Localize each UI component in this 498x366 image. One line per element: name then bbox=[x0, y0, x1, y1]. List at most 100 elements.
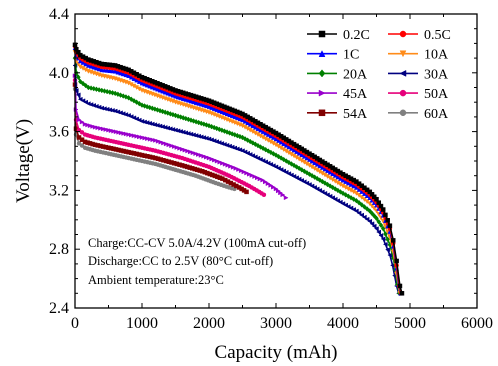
data-point bbox=[367, 201, 373, 207]
data-point bbox=[165, 90, 171, 96]
data-point bbox=[100, 126, 106, 132]
data-point bbox=[238, 168, 244, 174]
data-point bbox=[394, 258, 399, 264]
data-point bbox=[79, 119, 85, 125]
data-point bbox=[126, 94, 131, 101]
axis-ticks bbox=[74, 13, 478, 309]
data-point bbox=[115, 69, 121, 75]
data-point bbox=[204, 103, 209, 109]
data-point bbox=[118, 70, 123, 76]
data-point bbox=[258, 144, 263, 150]
series-54A bbox=[72, 82, 249, 195]
data-point bbox=[209, 105, 214, 110]
data-point bbox=[153, 138, 158, 143]
legend-marker bbox=[318, 30, 326, 38]
data-point bbox=[257, 176, 263, 182]
data-point bbox=[113, 129, 119, 135]
data-point bbox=[378, 233, 384, 238]
data-point bbox=[90, 124, 96, 129]
data-point bbox=[254, 175, 260, 181]
data-point bbox=[173, 112, 178, 119]
data-point bbox=[152, 85, 158, 91]
data-point bbox=[88, 85, 94, 91]
data-point bbox=[369, 221, 375, 227]
legend-marker bbox=[318, 109, 326, 117]
legend-entry: 1C bbox=[307, 48, 359, 63]
data-point bbox=[260, 177, 266, 183]
legend-entry: 10A bbox=[388, 48, 449, 63]
data-point bbox=[382, 241, 388, 247]
data-point bbox=[183, 96, 189, 102]
legend-marker bbox=[318, 89, 326, 97]
data-point bbox=[102, 67, 107, 73]
data-point bbox=[201, 121, 207, 127]
data-point bbox=[244, 170, 250, 176]
data-point bbox=[237, 116, 243, 122]
data-point bbox=[204, 154, 209, 160]
data-point bbox=[359, 202, 365, 208]
data-point bbox=[187, 149, 193, 155]
data-point bbox=[185, 97, 191, 103]
data-point bbox=[385, 218, 390, 223]
data-point bbox=[198, 153, 204, 158]
data-point bbox=[167, 91, 173, 97]
data-point bbox=[376, 229, 381, 235]
data-point bbox=[82, 121, 88, 127]
data-point bbox=[104, 88, 110, 95]
data-point bbox=[155, 86, 160, 92]
data-point bbox=[193, 151, 199, 157]
data-point bbox=[246, 171, 252, 177]
data-point bbox=[332, 186, 338, 192]
legend-marker bbox=[399, 30, 407, 38]
data-point bbox=[241, 169, 247, 175]
data-point bbox=[228, 163, 233, 169]
data-point bbox=[92, 124, 98, 130]
data-point bbox=[380, 225, 386, 232]
data-point bbox=[152, 106, 158, 112]
data-point bbox=[244, 189, 249, 195]
data-point bbox=[364, 216, 370, 222]
data-point bbox=[131, 133, 137, 139]
data-point bbox=[111, 128, 117, 134]
data-point bbox=[265, 181, 271, 187]
x-tick-label: 2000 bbox=[193, 315, 225, 332]
data-point bbox=[399, 291, 405, 296]
legend-entry: 0.5C bbox=[388, 28, 451, 43]
legend-label: 0.2C bbox=[343, 28, 370, 43]
data-point bbox=[169, 143, 175, 149]
data-point bbox=[219, 127, 225, 134]
data-point bbox=[112, 90, 118, 97]
data-point bbox=[374, 215, 379, 222]
data-point bbox=[193, 118, 199, 125]
data-point bbox=[157, 87, 163, 93]
data-point bbox=[149, 84, 155, 90]
data-point bbox=[104, 67, 110, 73]
data-point bbox=[343, 192, 349, 198]
data-point bbox=[340, 201, 346, 207]
data-point bbox=[380, 207, 386, 212]
data-point bbox=[236, 167, 242, 172]
data-point bbox=[155, 138, 161, 144]
data-point bbox=[116, 129, 122, 135]
legend-label: 1C bbox=[343, 48, 359, 63]
data-point bbox=[120, 71, 126, 77]
data-point bbox=[268, 182, 274, 188]
legend-entry: 54A bbox=[307, 107, 368, 122]
data-point bbox=[376, 218, 382, 225]
data-point bbox=[219, 109, 225, 114]
data-point bbox=[211, 124, 217, 131]
data-point bbox=[249, 173, 255, 178]
legend-label: 0.5C bbox=[424, 28, 451, 43]
legend-entry: 0.2C bbox=[307, 28, 370, 43]
data-point bbox=[76, 141, 82, 146]
data-point bbox=[338, 189, 343, 195]
legend-label: 45A bbox=[343, 87, 368, 102]
data-point bbox=[364, 206, 370, 212]
data-point bbox=[110, 68, 115, 74]
data-point bbox=[252, 174, 258, 179]
data-point bbox=[171, 144, 177, 149]
data-point bbox=[123, 72, 129, 78]
data-point bbox=[273, 152, 279, 158]
data-point bbox=[190, 150, 196, 156]
data-point bbox=[175, 113, 181, 120]
